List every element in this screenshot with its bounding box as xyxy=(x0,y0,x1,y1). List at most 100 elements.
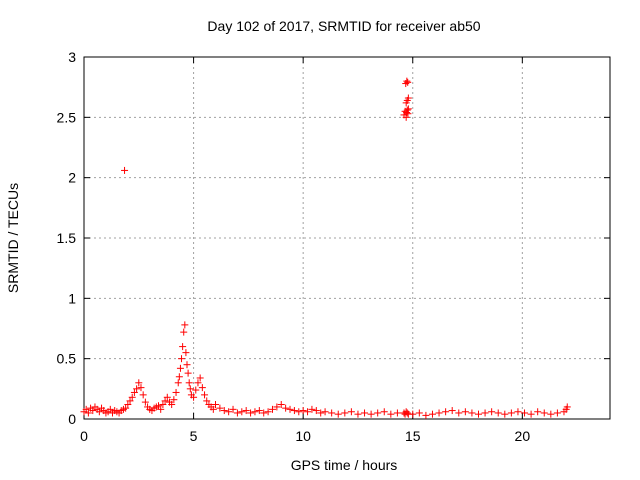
data-point xyxy=(347,408,355,416)
data-point xyxy=(521,409,529,417)
data-point xyxy=(455,409,463,417)
data-point xyxy=(304,408,312,416)
data-point xyxy=(137,384,145,392)
x-tick-label: 20 xyxy=(515,428,531,444)
data-points xyxy=(80,77,571,419)
y-tick-label: 0 xyxy=(68,411,76,427)
data-point xyxy=(89,407,97,415)
data-point xyxy=(299,407,307,415)
data-point xyxy=(461,408,469,416)
data-point xyxy=(260,409,268,417)
data-point xyxy=(409,410,417,418)
data-point xyxy=(268,405,276,413)
x-tick-label: 10 xyxy=(295,428,311,444)
data-point xyxy=(126,397,134,405)
data-point xyxy=(494,409,502,417)
data-point xyxy=(308,405,316,413)
data-point xyxy=(514,408,522,416)
data-point xyxy=(181,321,189,329)
data-point xyxy=(534,408,542,416)
data-point xyxy=(229,405,237,413)
data-point xyxy=(135,379,143,387)
data-point xyxy=(442,408,450,416)
data-point xyxy=(121,166,129,174)
data-point xyxy=(176,364,184,372)
data-point xyxy=(501,410,509,418)
data-point xyxy=(172,388,180,396)
data-point xyxy=(168,401,176,409)
data-point xyxy=(354,410,362,418)
data-point xyxy=(475,410,482,418)
data-point xyxy=(374,409,382,417)
data-point xyxy=(196,374,204,382)
data-point xyxy=(180,328,188,336)
data-point xyxy=(282,404,290,412)
data-point xyxy=(178,355,186,363)
data-point xyxy=(190,393,198,401)
data-point xyxy=(194,379,202,387)
data-point xyxy=(312,407,320,415)
y-tick-label: 3 xyxy=(68,49,76,65)
data-point xyxy=(321,408,329,416)
data-point xyxy=(403,106,411,114)
data-point xyxy=(435,409,443,417)
y-tick-label: 2 xyxy=(68,170,76,186)
data-point xyxy=(393,409,401,417)
x-tick-label: 5 xyxy=(190,428,198,444)
data-point xyxy=(175,373,183,381)
data-point xyxy=(380,408,388,416)
data-point xyxy=(128,393,136,401)
data-point xyxy=(141,398,149,406)
data-point xyxy=(286,405,294,413)
data-point xyxy=(161,397,169,405)
data-point xyxy=(170,396,178,404)
data-point xyxy=(341,409,349,417)
y-axis-label: SRMTID / TECUs xyxy=(5,183,21,293)
data-point xyxy=(124,401,132,409)
data-point xyxy=(139,391,147,399)
data-point xyxy=(547,410,555,418)
grid-layer xyxy=(84,57,610,419)
data-point xyxy=(273,403,281,411)
data-point xyxy=(334,410,342,418)
data-point xyxy=(264,408,272,416)
data-point xyxy=(198,384,206,392)
y-tick-label: 2.5 xyxy=(57,109,77,125)
data-point xyxy=(317,409,325,417)
data-point xyxy=(404,105,412,113)
data-point xyxy=(233,409,241,417)
chart-title: Day 102 of 2017, SRMTID for receiver ab5… xyxy=(207,18,480,34)
data-point xyxy=(290,407,298,415)
data-point xyxy=(404,78,412,86)
data-point xyxy=(186,385,194,393)
data-point xyxy=(157,405,165,413)
data-point xyxy=(184,369,192,377)
data-point xyxy=(179,343,187,351)
data-point xyxy=(106,405,114,413)
data-point xyxy=(527,410,535,418)
data-point xyxy=(155,402,163,410)
data-point xyxy=(216,404,224,412)
y-tick-label: 1 xyxy=(68,290,76,306)
data-point xyxy=(238,408,246,416)
data-point xyxy=(95,408,103,416)
data-point xyxy=(242,407,250,415)
data-point xyxy=(185,379,193,387)
data-point xyxy=(507,409,515,417)
data-point xyxy=(251,408,259,416)
data-point xyxy=(295,408,303,416)
data-point xyxy=(488,408,496,416)
data-point xyxy=(415,409,423,417)
tick-layer: 0 0.5 1 1.5 2 2.5 3 0 5 10 15 20 xyxy=(57,49,610,444)
data-point xyxy=(403,77,411,85)
data-point xyxy=(203,397,211,405)
data-point xyxy=(563,403,571,411)
data-point xyxy=(387,410,395,418)
data-point xyxy=(247,409,255,417)
data-point xyxy=(82,405,90,413)
data-point xyxy=(255,407,263,415)
data-point xyxy=(174,379,182,387)
data-point xyxy=(163,393,171,401)
